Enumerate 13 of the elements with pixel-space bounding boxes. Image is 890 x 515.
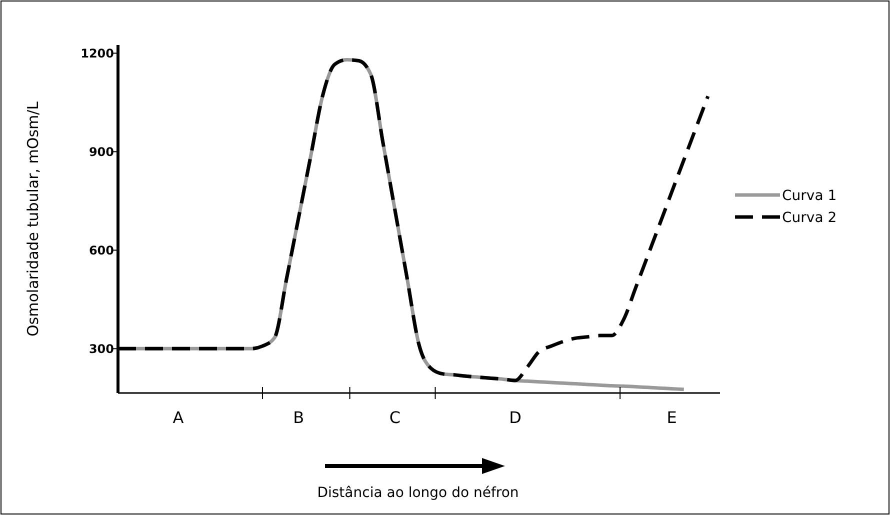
x-tick-label: D [509, 408, 522, 427]
x-tick-label: A [172, 408, 184, 427]
x-tick-label: B [293, 408, 304, 427]
legend-label: Curva 1 [782, 188, 837, 204]
y-axis-title: Osmolaridade tubular, mOsm/L [24, 100, 42, 337]
y-tick-label: 600 [88, 243, 114, 258]
x-tick-label: E [666, 408, 677, 427]
x-tick-label: C [389, 408, 401, 427]
y-tick-label: 1200 [80, 46, 114, 60]
x-axis-title: Distância ao longo do néfron [317, 485, 519, 501]
legend-label: Curva 2 [782, 210, 837, 226]
y-tick-label: 900 [88, 144, 114, 159]
y-tick-label: 300 [88, 342, 114, 356]
